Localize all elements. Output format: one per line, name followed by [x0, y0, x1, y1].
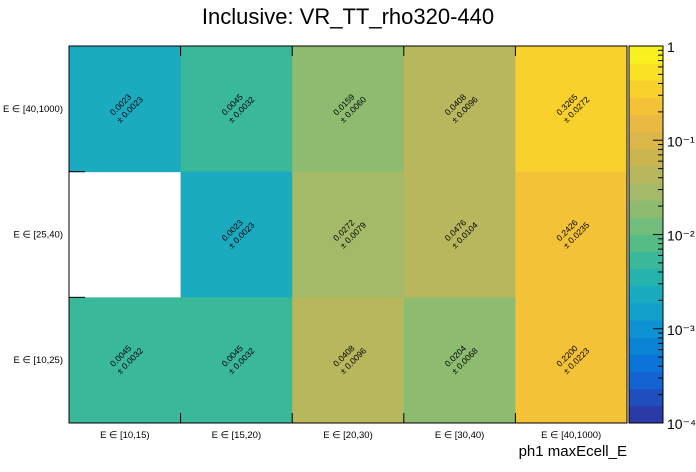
colorbar-segment: [629, 251, 663, 270]
heatmap-cell: [403, 46, 516, 173]
colorbar-segment: [629, 131, 663, 150]
heatmap-cell: [515, 297, 628, 424]
colorbar-segment: [629, 268, 663, 287]
heatmap-cell: [515, 171, 628, 298]
axes: E ∈ [10,15) E ∈ [15,20) E ∈ [20,30) E ∈ [30…: [3, 45, 628, 460]
y-tick-label: E ∈ [40,1000): [3, 104, 63, 115]
colorbar-segment: [629, 183, 663, 201]
colorbar-tick-label: 10⁻³: [667, 322, 695, 338]
heatmap-cell: [403, 297, 516, 424]
chart-title: Inclusive: VR_TT_rho320-440: [201, 4, 495, 29]
colorbar-segment: [629, 200, 663, 218]
colorbar-segment: [629, 63, 663, 81]
colorbar-segment: [629, 217, 663, 235]
colorbar-segment: [629, 285, 663, 304]
x-tick-label: E ∈ [30,40): [435, 430, 484, 441]
colorbar-segment: [629, 148, 663, 167]
heatmap-cell: [69, 46, 182, 173]
heatmap-cell: [180, 171, 293, 298]
colorbar-tick-label: 1: [667, 39, 675, 55]
colorbar-tick-label: 10⁻²: [667, 228, 695, 244]
heatmap-cell: [515, 46, 628, 173]
heatmap-cell: [180, 297, 293, 424]
heatmap-cells: [69, 46, 628, 424]
heatmap-cell: [292, 171, 405, 298]
colorbar-segment: [629, 165, 663, 184]
colorbar-segment: [629, 97, 663, 115]
colorbar-segment: [629, 46, 663, 64]
colorbar-segment: [629, 405, 663, 424]
plot-frame: [68, 45, 628, 424]
x-tick-label: E ∈ [10,15): [100, 430, 149, 441]
x-axis-title: ph1 maxEcell_E: [519, 443, 627, 460]
colorbar-segment: [629, 354, 663, 372]
colorbar-segment: [629, 320, 663, 338]
colorbar-segment: [629, 337, 663, 355]
colorbar-segment: [629, 234, 663, 253]
heatmap-cell: [403, 171, 516, 298]
colorbar-segment: [629, 80, 663, 98]
x-tick-label: E ∈ [15,20): [212, 430, 261, 441]
x-tick-label: E ∈ [40,1000): [541, 430, 601, 441]
colorbar-segment: [629, 303, 663, 321]
y-tick-label: E ∈ [25,40): [14, 230, 63, 241]
colorbar-tick-label: 10⁻⁴: [667, 416, 696, 432]
colorbar-tick-label: 10⁻¹: [667, 133, 695, 149]
colorbar-segment: [629, 371, 663, 390]
heatmap-cell: [180, 46, 293, 173]
heatmap-cell: [69, 297, 182, 424]
heatmap-cell: [292, 297, 405, 424]
colorbar-segment: [629, 388, 663, 407]
x-tick-label: E ∈ [20,30): [323, 430, 372, 441]
colorbar-segment: [629, 114, 663, 133]
colorbar: 1 10⁻¹ 10⁻² 10⁻³ 10⁻⁴: [628, 39, 696, 432]
heatmap-cell: [292, 46, 405, 173]
y-tick-label: E ∈ [10,25): [14, 355, 63, 366]
